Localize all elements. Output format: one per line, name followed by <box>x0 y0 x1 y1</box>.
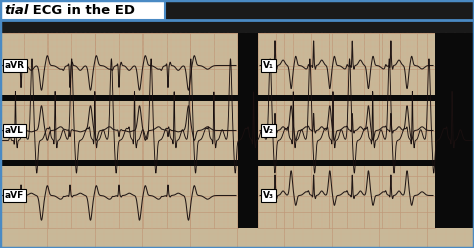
Bar <box>258 33 435 228</box>
Text: V₃: V₃ <box>263 191 274 200</box>
Bar <box>0 0 165 20</box>
Text: V₁: V₁ <box>263 61 274 70</box>
Text: tial: tial <box>4 3 28 17</box>
Bar <box>0 33 474 248</box>
Bar <box>0 160 238 166</box>
Bar <box>435 33 474 228</box>
Bar <box>0 95 238 101</box>
Text: V₂: V₂ <box>263 126 274 135</box>
Bar <box>238 33 258 228</box>
Bar <box>258 95 435 101</box>
Text: ECG in the ED: ECG in the ED <box>28 3 135 17</box>
Bar <box>258 160 435 166</box>
Bar <box>0 33 474 248</box>
Text: aVF: aVF <box>5 191 24 200</box>
Text: aVR: aVR <box>5 61 25 70</box>
Text: aVL: aVL <box>5 126 24 135</box>
Bar <box>0 33 238 228</box>
